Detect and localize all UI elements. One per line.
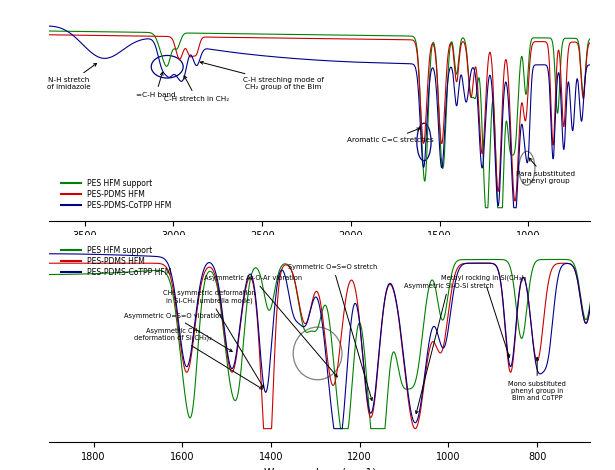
Text: C-H streching mode of
CH₂ group of the BIm: C-H streching mode of CH₂ group of the B… xyxy=(200,62,324,90)
Text: N-H stretch
of imidazole: N-H stretch of imidazole xyxy=(47,63,97,90)
Text: Methyl rocking in Si(CH₃)₂: Methyl rocking in Si(CH₃)₂ xyxy=(441,275,526,357)
Text: Asymmetric Si-O-Si stretch: Asymmetric Si-O-Si stretch xyxy=(403,283,493,414)
X-axis label: Wavenumbers (cm-1): Wavenumbers (cm-1) xyxy=(264,246,376,256)
Text: C-H stretch in CH₂: C-H stretch in CH₂ xyxy=(164,76,229,102)
Text: Asymmetric Ar-O-Ar vibration: Asymmetric Ar-O-Ar vibration xyxy=(204,275,337,377)
Text: Asymmetric O=S=O vibration: Asymmetric O=S=O vibration xyxy=(124,313,232,352)
Text: =C-H band: =C-H band xyxy=(136,72,175,98)
Text: CH₃ symmetric deformation
in Si-CH₃ (umbrella mode): CH₃ symmetric deformation in Si-CH₃ (umb… xyxy=(162,290,264,388)
Text: Mono substituted
phenyl group in
BIm and CoTPP: Mono substituted phenyl group in BIm and… xyxy=(508,357,566,401)
Text: Aromatic C=C stretches: Aromatic C=C stretches xyxy=(346,128,433,143)
Legend: PES HFM support, PES-PDMS HFM, PES-PDMS-CoTPP HFM: PES HFM support, PES-PDMS HFM, PES-PDMS-… xyxy=(58,243,174,280)
Legend: PES HFM support, PES-PDMS HFM, PES-PDMS-CoTPP HFM: PES HFM support, PES-PDMS HFM, PES-PDMS-… xyxy=(58,176,174,213)
Text: Para substituted
phenyl group: Para substituted phenyl group xyxy=(517,158,576,184)
Text: Asymmetric CH₃
deformation of Si(CH₃)₂: Asymmetric CH₃ deformation of Si(CH₃)₂ xyxy=(135,328,263,389)
X-axis label: Wavenumbers (cm-1): Wavenumbers (cm-1) xyxy=(264,467,376,470)
Text: Symmetric O=S=O stretch: Symmetric O=S=O stretch xyxy=(288,264,378,400)
